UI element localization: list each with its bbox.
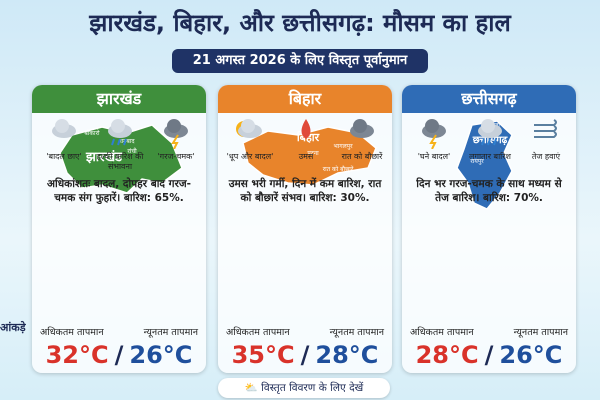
icon-label: तेज हवाएं [531, 152, 561, 161]
min-temp-label: न्यूनतम तापमान [329, 327, 384, 338]
icon-shape [493, 138, 497, 146]
icon-label: 'गरज-चमक' [157, 152, 195, 161]
max-temp-label: अधिकतम तापमान [226, 327, 290, 338]
card-header: छत्तीसगढ़ [402, 85, 576, 113]
icon-label: 'बादल छाए' [46, 152, 82, 161]
icon-shape [167, 119, 181, 133]
icon-shape [481, 119, 495, 133]
min-temp: 28°C [315, 341, 379, 369]
weather-icon: तेज हवाएं [518, 117, 574, 162]
map-label: भागलपुर [333, 143, 353, 150]
min-temp: 26°C [499, 341, 563, 369]
weather-icon: लगातार बारिश [462, 117, 518, 162]
icon-shape [123, 138, 127, 146]
icon-graphic [478, 119, 502, 146]
icon-shape [429, 134, 437, 150]
icon-label: 'घने बादल' [417, 152, 451, 161]
max-temp-label: अधिकतम तापमान [410, 327, 474, 338]
card-header: झारखंड [32, 85, 206, 113]
icon-shape [171, 134, 179, 150]
icon-shape [487, 138, 491, 146]
icon-shape [111, 138, 115, 146]
icon-shape [241, 119, 255, 133]
state-map: झारखंड बोकारो धनबाद रांची [59, 124, 183, 194]
temperatures: 32°C/26°C [32, 341, 206, 369]
weather-icon: 'घने बादल' [406, 117, 462, 162]
min-temp: 26°C [129, 341, 193, 369]
weather-icon: उमस [278, 117, 334, 162]
icon-graphic [164, 119, 188, 150]
icon-shape [481, 138, 485, 146]
forecast-card: बिहार 'धूप और बादल' उमस रात को बौछारें उमस भ… [218, 85, 392, 373]
weather-icon: रात को बौछारें [334, 117, 390, 162]
temperatures: 28°C/26°C [402, 341, 576, 369]
map-label: पटना [307, 150, 319, 157]
weather-icon: 'धूप और बादल' [222, 117, 278, 162]
weather-icon: 'गरज-चमक' [148, 117, 204, 162]
icon-shape [117, 138, 121, 146]
icon-shape [534, 131, 557, 138]
map-label: बोकारो [84, 129, 100, 137]
separator: / [114, 341, 124, 369]
icon-shape [425, 119, 439, 133]
map-label: धनबाद [119, 138, 135, 145]
icon-shape [534, 125, 557, 132]
max-temp: 28°C [415, 341, 479, 369]
map-label: रांची [127, 147, 137, 155]
icon-graphic [422, 119, 446, 150]
icon-graphic [350, 119, 374, 138]
forecast-card: छत्तीसगढ़ 'घने बादल' लगातार बारिश तेज हवाएं… [402, 85, 576, 373]
description: अधिकांशतः बादल, दोपहर बाद गरज-चमक संग फु… [46, 178, 192, 204]
side-label: आंकड़े [0, 321, 26, 334]
icon-label: लगातार बारिश [469, 152, 511, 161]
icon-label: 'धूप और बादल' [226, 152, 274, 161]
icon-graphic [534, 119, 557, 138]
max-temp: 32°C [45, 341, 109, 369]
separator: / [300, 341, 310, 369]
min-temp-label: न्यूनतम तापमान [513, 327, 568, 338]
title: झारखंड, बिहार, और छत्तीसगढ़: मौसम का हाल [89, 9, 511, 37]
separator: / [484, 341, 494, 369]
card-header: बिहार [218, 85, 392, 113]
icon-graphic [108, 119, 132, 146]
icon-shape [534, 119, 557, 126]
icon-shape [353, 119, 367, 133]
footer-icon: ⛅ [244, 382, 262, 394]
map-label: रायपुर [470, 158, 484, 165]
footer-text: विस्तृत विवरण के लिए देखें [261, 382, 364, 394]
icon-label: रात को बौछारें [341, 152, 383, 161]
subtitle: 21 अगस्त 2026 के लिए विस्तृत पूर्वानुमान [172, 49, 428, 73]
max-temp-label: अधिकतम तापमान [40, 327, 104, 338]
max-temp: 35°C [231, 341, 295, 369]
icon-shape [111, 119, 125, 133]
description: उमस भरी गर्मी, दिन में कम बारिश, रात को … [228, 178, 382, 204]
icon-label: उमस [298, 152, 314, 161]
forecast-card: झारखंड 'बादल छाए' हल्की बारिश की संभावना 'ग… [32, 85, 206, 373]
footer-button[interactable]: ⛅ विस्तृत विवरण के लिए देखें [218, 378, 390, 398]
min-temp-label: न्यूनतम तापमान [143, 327, 198, 338]
map-label: रात को बौछारें [323, 165, 354, 173]
map-label: झारखंड [85, 149, 123, 165]
icon-shape [301, 119, 311, 139]
weather-icon: 'बादल छाए' [36, 117, 92, 162]
state-shape [456, 120, 513, 210]
state-shape [242, 126, 377, 186]
icon-graphic [236, 119, 262, 138]
icon-graphic [52, 119, 76, 138]
icon-shape [55, 119, 69, 133]
icon-label: हल्की बारिश की संभावना [96, 152, 144, 171]
temperatures: 35°C/28°C [218, 341, 392, 369]
icon-graphic [301, 119, 311, 139]
description: दिन भर गरज-चमक के साथ मध्यम से तेज बारिश… [416, 178, 562, 204]
weather-icon: हल्की बारिश की संभावना [92, 117, 148, 172]
